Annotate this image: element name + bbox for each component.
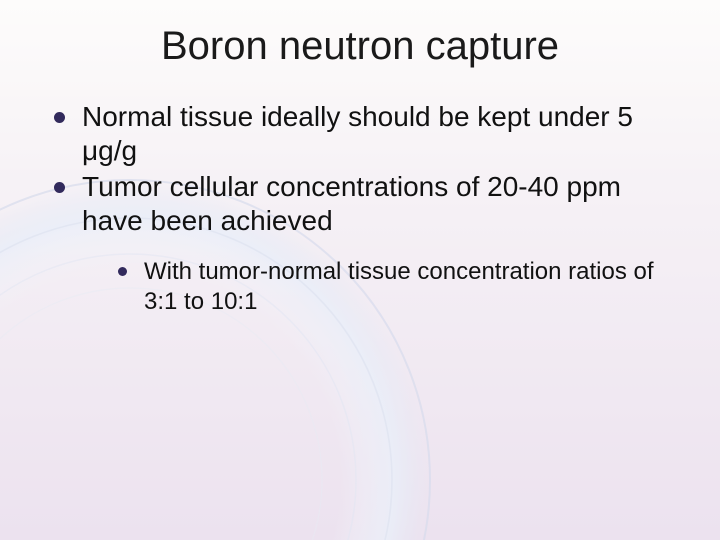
bullet-item-2: Tumor cellular concentrations of 20-40 p… (50, 170, 680, 316)
bullet-list: Normal tissue ideally should be kept und… (50, 100, 680, 317)
bullet-item-1: Normal tissue ideally should be kept und… (50, 100, 680, 168)
slide-title: Boron neutron capture (0, 24, 720, 69)
sub-bullet-list: With tumor-normal tissue concentration r… (114, 257, 680, 317)
slide-body: Normal tissue ideally should be kept und… (50, 100, 680, 319)
bullet-item-2-text: Tumor cellular concentrations of 20-40 p… (82, 171, 621, 236)
sub-bullet-item-1: With tumor-normal tissue concentration r… (114, 257, 680, 317)
